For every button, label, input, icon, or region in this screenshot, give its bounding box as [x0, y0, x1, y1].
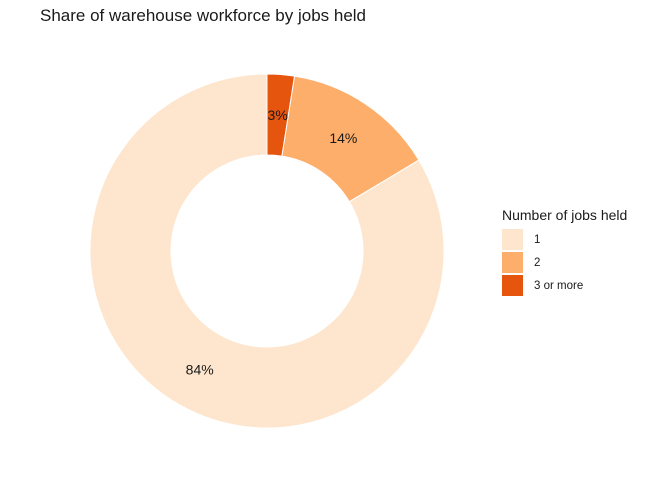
legend-title: Number of jobs held — [502, 207, 628, 223]
slice-label-2: 14% — [329, 130, 357, 146]
slice-1 — [89, 73, 445, 429]
legend-key-3-or-more — [502, 275, 523, 296]
chart-title: Share of warehouse workforce by jobs hel… — [40, 6, 367, 25]
legend-key-1 — [502, 229, 523, 250]
legend-key-2 — [502, 252, 523, 273]
legend-item-2: 2 — [502, 251, 627, 274]
slice-label-1: 84% — [186, 362, 214, 378]
legend-label-1: 1 — [534, 233, 541, 246]
legend: Number of jobs held 1 2 3 or more — [502, 207, 627, 297]
legend-label-2: 2 — [534, 256, 541, 269]
slice-label-3-or-more: 3% — [268, 107, 288, 123]
legend-item-3-or-more: 3 or more — [502, 274, 627, 297]
legend-item-1: 1 — [502, 228, 627, 251]
legend-label-3-or-more: 3 or more — [534, 279, 584, 292]
